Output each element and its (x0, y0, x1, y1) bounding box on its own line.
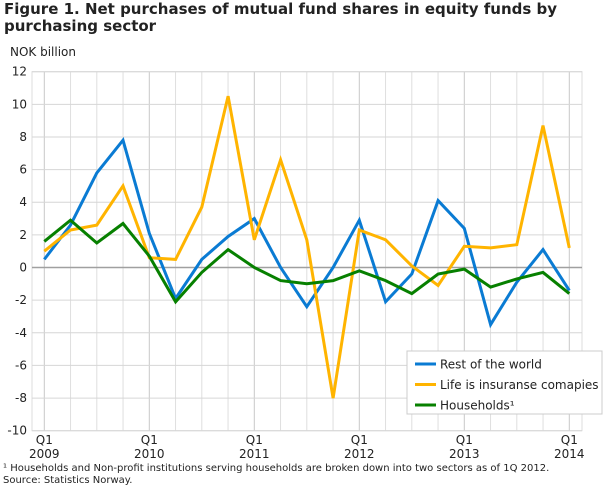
y-tick-label: 10 (12, 97, 27, 111)
x-tick-year: 2009 (29, 447, 60, 461)
source-note: Source: Statistics Norway. (3, 475, 133, 486)
y-ticks: 12 10 8 6 4 2 0 -2 -4 -6 -8 -10 (7, 65, 27, 438)
x-tick-year: 2011 (239, 447, 270, 461)
legend: Rest of the world Life is insuranse comap… (406, 350, 603, 415)
y-tick-label: -10 (7, 424, 27, 438)
x-tick-year: 2014 (554, 447, 585, 461)
x-tick-quarter: Q1 (246, 433, 263, 447)
x-tick-year: 2010 (134, 447, 165, 461)
y-tick-label: 12 (12, 65, 27, 79)
y-tick-label: 2 (19, 228, 27, 242)
y-tick-label: 0 (19, 261, 27, 275)
x-tick-quarter: Q1 (141, 433, 158, 447)
legend-box (406, 350, 603, 415)
y-tick-label: -6 (15, 358, 27, 372)
x-tick-quarter: Q1 (561, 433, 578, 447)
x-tick-year: 2013 (449, 447, 480, 461)
legend-label: Households¹ (440, 399, 515, 413)
chart-title: Figure 1. Net purchases of mutual fund s… (4, 0, 558, 35)
series-line-0 (43, 136, 571, 329)
y-tick-label: 4 (19, 195, 27, 209)
y-tick-label: -8 (15, 391, 27, 405)
x-tick-quarter: Q1 (36, 433, 53, 447)
y-tick-label: -2 (15, 293, 27, 307)
y-tick-label: 6 (19, 163, 27, 177)
footnote: ¹ Households and Non-profit institutions… (3, 463, 550, 474)
y-tick-label: -4 (15, 326, 27, 340)
legend-label: Life is insuranse comapies (440, 378, 599, 392)
y-axis-label: NOK billion (10, 45, 76, 59)
x-tick-quarter: Q1 (456, 433, 473, 447)
series-lines (43, 95, 571, 399)
x-tick-quarter: Q1 (351, 433, 368, 447)
series-line-1 (43, 95, 571, 399)
legend-label: Rest of the world (440, 358, 542, 372)
y-tick-label: 8 (19, 130, 27, 144)
x-tick-year: 2012 (344, 447, 375, 461)
series-line-2 (43, 218, 571, 305)
